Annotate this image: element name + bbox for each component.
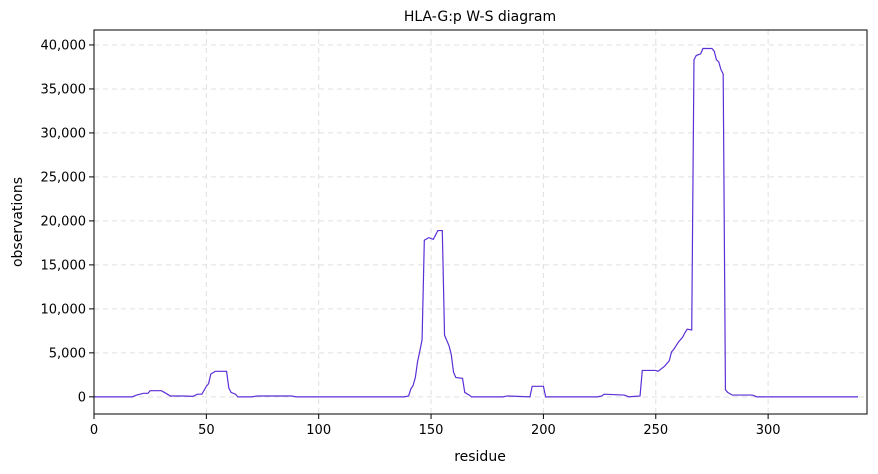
chart-title: HLA-G:p W-S diagram [404, 9, 556, 25]
x-tick-label: 100 [306, 423, 331, 438]
x-tick-label: 200 [531, 423, 556, 438]
x-axis-label: residue [454, 449, 506, 465]
x-tick-label: 300 [756, 423, 781, 438]
plot-frame [93, 29, 868, 415]
y-tick-label: 15,000 [41, 258, 87, 273]
x-tick-label: 50 [198, 423, 215, 438]
y-tick-label: 25,000 [41, 170, 87, 185]
data-line [94, 47, 859, 398]
x-tick-label: 250 [643, 423, 668, 438]
y-tick-label: 30,000 [41, 126, 87, 141]
x-tick-label: 0 [90, 423, 98, 438]
y-axis-label: observations [10, 177, 26, 267]
y-tick-label: 35,000 [41, 82, 87, 97]
y-tick-label: 5,000 [49, 346, 86, 361]
x-tick-label: 150 [419, 423, 444, 438]
y-tick-label: 20,000 [41, 214, 87, 229]
y-tick-label: 10,000 [41, 302, 87, 317]
y-tick-label: 0 [78, 390, 86, 405]
y-tick-label: 40,000 [41, 38, 87, 53]
